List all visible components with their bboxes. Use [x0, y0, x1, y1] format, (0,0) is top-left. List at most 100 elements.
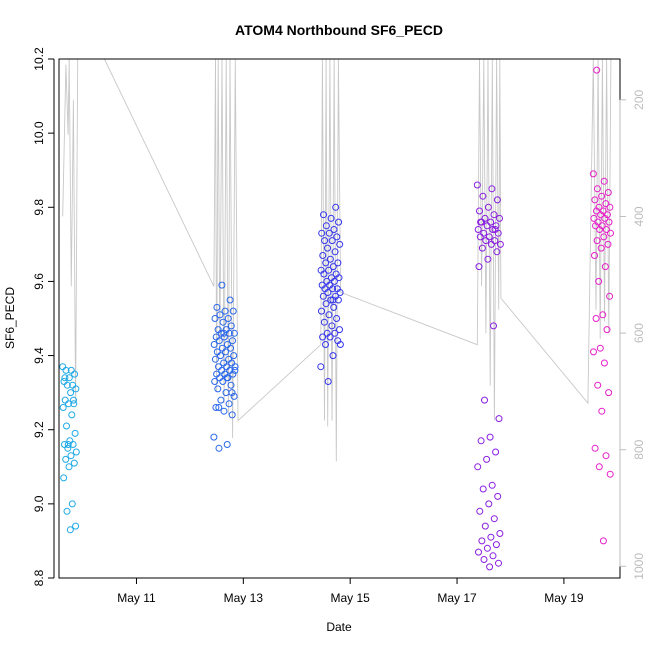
- data-point: [228, 411, 236, 419]
- data-point: [481, 396, 488, 404]
- data-point: [324, 378, 332, 385]
- data-point: [70, 396, 77, 404]
- data-point: [222, 326, 230, 334]
- data-point: [490, 211, 498, 219]
- data-point: [593, 237, 601, 245]
- data-point: [63, 381, 71, 389]
- data-point: [325, 229, 333, 237]
- y2-tick-label: 400: [632, 206, 646, 226]
- data-point: [595, 463, 603, 471]
- data-point: [223, 374, 231, 382]
- data-point: [230, 352, 238, 360]
- y-tick-label: 9.4: [32, 347, 46, 364]
- data-point: [491, 226, 499, 233]
- data-point: [211, 355, 219, 363]
- data-point: [60, 474, 68, 482]
- data-point: [480, 556, 488, 563]
- data-point: [322, 222, 330, 230]
- data-point: [59, 363, 67, 371]
- data-point: [484, 203, 492, 211]
- data-point: [590, 348, 597, 356]
- data-point: [592, 222, 599, 230]
- data-point: [329, 296, 337, 304]
- data-point: [483, 455, 491, 463]
- x-tick-label: May 15: [331, 591, 371, 605]
- data-point: [210, 341, 218, 348]
- data-point: [69, 441, 77, 448]
- data-point: [212, 333, 220, 341]
- data-point: [322, 259, 330, 267]
- data-point: [329, 263, 337, 271]
- data-point: [334, 259, 342, 267]
- x-tick-label: May 17: [437, 591, 477, 605]
- data-point: [67, 452, 75, 460]
- data-point: [62, 366, 70, 374]
- x-axis-label: Date: [326, 620, 352, 634]
- data-point: [214, 326, 222, 334]
- data-point: [476, 233, 484, 241]
- data-point: [591, 444, 599, 452]
- data-point: [478, 537, 486, 545]
- data-point: [211, 378, 219, 385]
- data-point: [216, 311, 224, 319]
- data-point: [328, 237, 336, 245]
- y2-tick-label: 800: [632, 439, 646, 459]
- data-point: [319, 252, 327, 259]
- data-point: [230, 329, 238, 337]
- data-point: [220, 329, 228, 337]
- data-point: [329, 352, 337, 360]
- data-point: [592, 315, 600, 322]
- data-point: [332, 203, 340, 211]
- data-point: [318, 281, 326, 289]
- data-point: [605, 389, 613, 397]
- data-point: [322, 341, 329, 348]
- data-point: [594, 381, 602, 389]
- data-point: [603, 326, 611, 334]
- data-point: [481, 522, 489, 530]
- data-point: [220, 407, 228, 415]
- data-point: [600, 233, 608, 241]
- data-point: [602, 226, 610, 233]
- data-point: [320, 318, 328, 326]
- data-point: [59, 404, 67, 411]
- data-point: [324, 244, 331, 252]
- data-point: [604, 189, 612, 196]
- data-point: [71, 370, 79, 378]
- y-tick-label: 9.6: [32, 273, 46, 290]
- data-point: [331, 248, 339, 256]
- data-point: [602, 452, 610, 460]
- data-point: [593, 207, 600, 215]
- data-point: [327, 214, 335, 222]
- data-point: [72, 385, 80, 393]
- data-point: [225, 355, 233, 363]
- data-point: [68, 500, 76, 508]
- data-point: [333, 285, 341, 293]
- data-point: [487, 240, 495, 248]
- data-point: [474, 226, 482, 233]
- data-point: [219, 318, 227, 326]
- data-point: [477, 437, 485, 445]
- data-point: [479, 192, 487, 200]
- data-point: [325, 266, 333, 274]
- data-point: [489, 552, 497, 560]
- data-point: [214, 385, 222, 393]
- x-tick-label: May 11: [117, 591, 156, 605]
- data-point: [590, 214, 598, 222]
- data-point: [231, 363, 239, 371]
- data-point: [61, 396, 69, 404]
- data-point: [606, 292, 614, 300]
- data-point: [475, 548, 482, 556]
- data-point: [221, 307, 229, 315]
- data-point: [321, 237, 329, 245]
- data-point: [218, 344, 226, 352]
- data-point: [328, 322, 336, 330]
- data-point: [600, 359, 608, 367]
- data-point: [319, 333, 327, 341]
- y-tick-label: 9.2: [32, 421, 46, 438]
- data-point: [489, 226, 497, 233]
- data-point: [589, 170, 597, 178]
- data-point: [215, 363, 222, 371]
- data-point: [66, 437, 74, 445]
- x-axis: May 11 May 13 May 15 May 17 May 19: [117, 577, 584, 605]
- data-point: [70, 400, 78, 408]
